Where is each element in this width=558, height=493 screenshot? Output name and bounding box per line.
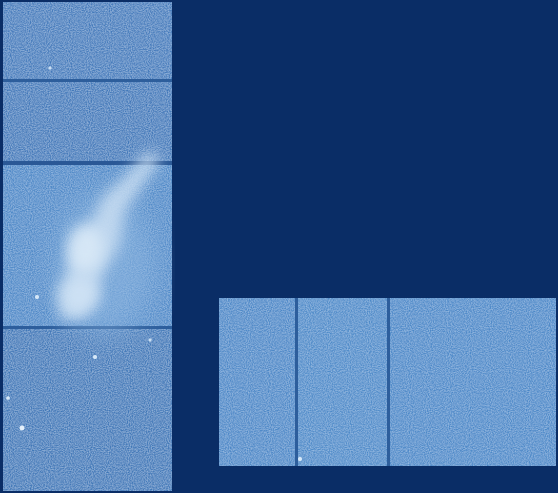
- right-detector-array: [219, 298, 556, 466]
- chip-gap: [387, 298, 390, 466]
- left-chip-2: [3, 81, 172, 163]
- point-sources: [6, 66, 302, 461]
- diffuse-emission-plume: [55, 150, 160, 335]
- left-chip-1: [3, 2, 172, 80]
- left-chip-4: [3, 328, 172, 491]
- chip-gap: [3, 161, 172, 165]
- chip-gap: [295, 298, 298, 466]
- right-chip-2: [298, 298, 388, 466]
- right-chip-3: [390, 298, 556, 466]
- chip-gap: [3, 79, 172, 82]
- right-chip-1: [219, 298, 296, 466]
